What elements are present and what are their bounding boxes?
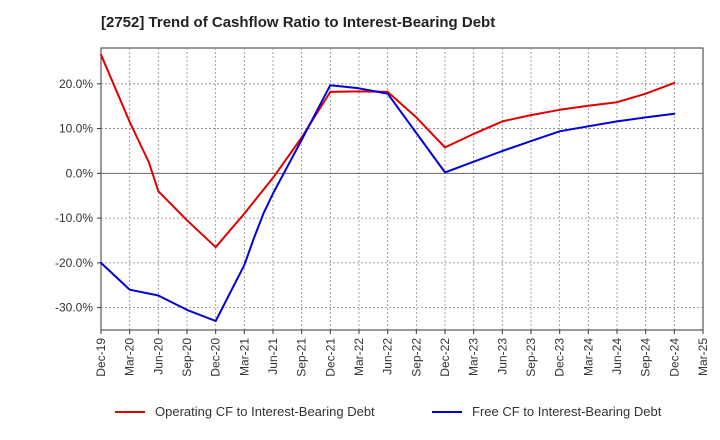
legend-item-free-cf: Free CF to Interest-Bearing Debt xyxy=(432,404,661,419)
legend-label: Free CF to Interest-Bearing Debt xyxy=(472,404,662,419)
y-tick-label: -10.0% xyxy=(55,211,93,225)
gridlines xyxy=(101,48,703,330)
x-tick-label: Dec-19 xyxy=(94,338,108,377)
x-tick-label: Jun-24 xyxy=(610,338,624,375)
legend-item-operating-cf: Operating CF to Interest-Bearing Debt xyxy=(115,404,375,419)
x-tick-label: Jun-21 xyxy=(266,338,280,375)
x-tick-label: Mar-21 xyxy=(237,338,251,376)
x-tick-label: Dec-21 xyxy=(323,338,337,377)
x-tick-label: Dec-22 xyxy=(438,338,452,377)
x-tick-label: Dec-24 xyxy=(667,338,681,377)
chart-title: [2752] Trend of Cashflow Ratio to Intere… xyxy=(101,14,496,31)
x-tick-label: Jun-22 xyxy=(381,338,395,375)
axes: Dec-19 Mar-20 Jun-20 Sep-20 Dec-20 Mar-21 Jun-… xyxy=(55,77,710,377)
x-tick-label: Dec-23 xyxy=(553,338,567,377)
series-layer xyxy=(100,53,676,322)
legend-label: Operating CF to Interest-Bearing Debt xyxy=(155,404,375,419)
y-tick-label: -20.0% xyxy=(55,256,93,270)
legend-swatch xyxy=(115,410,145,413)
y-tick-label: -30.0% xyxy=(55,301,93,315)
x-tick-label: Sep-22 xyxy=(409,338,423,377)
x-tick-label: Mar-20 xyxy=(123,338,137,376)
x-tick-label: Mar-22 xyxy=(352,338,366,376)
y-tick-label: 10.0% xyxy=(59,122,93,136)
series-line-0 xyxy=(100,53,676,249)
plot-area xyxy=(100,47,704,331)
y-tick-label: 0.0% xyxy=(66,166,94,180)
x-tick-label: Mar-25 xyxy=(696,338,710,376)
x-tick-label: Sep-21 xyxy=(295,338,309,377)
y-tick-label: 20.0% xyxy=(59,77,93,91)
x-tick-label: Jun-20 xyxy=(151,338,165,375)
x-tick-label: Sep-24 xyxy=(639,338,653,377)
legend-swatch xyxy=(432,410,462,413)
x-tick-label: Mar-23 xyxy=(467,338,481,376)
series-line-1 xyxy=(100,84,676,322)
x-tick-label: Sep-20 xyxy=(180,338,194,377)
x-tick-label: Jun-23 xyxy=(495,338,509,375)
x-tick-label: Mar-24 xyxy=(581,338,595,376)
x-tick-label: Dec-20 xyxy=(209,338,223,377)
x-tick-label: Sep-23 xyxy=(524,338,538,377)
legend: Operating CF to Interest-Bearing Debt Fr… xyxy=(0,404,720,426)
